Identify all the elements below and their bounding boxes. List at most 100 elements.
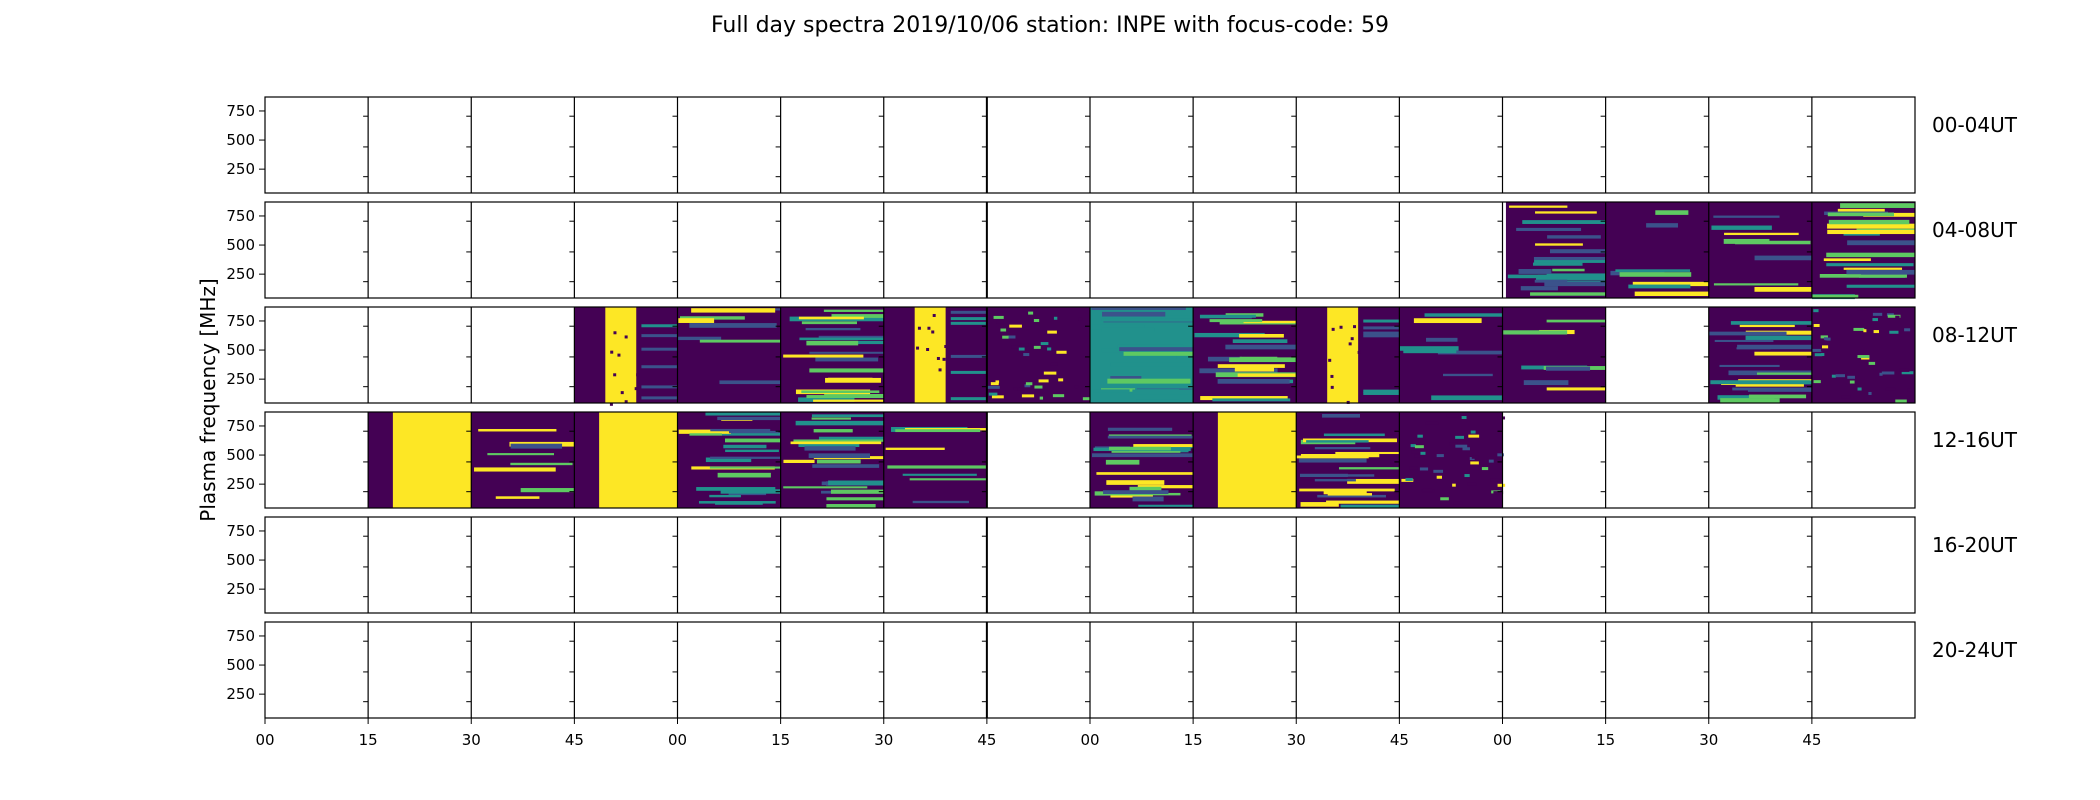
spectrum-pixel [1481, 467, 1489, 471]
spectrum-pixel [1546, 319, 1606, 323]
spectrum-pixel [1420, 451, 1426, 455]
spectrum-pixel [1052, 394, 1065, 398]
spectrum-pixel [1300, 502, 1339, 507]
spectrum-pixel [1814, 353, 1823, 357]
spectrum-pixel [1544, 281, 1606, 287]
spectrum-pixel [725, 438, 781, 443]
spectrum-pixel [1533, 262, 1583, 266]
spectrum-pixel [805, 327, 861, 331]
spectrum-pixel [368, 412, 393, 508]
row-label: 16-20UT [1932, 533, 2018, 557]
spectrum-pixel [723, 444, 767, 449]
y-tick-label: 250 [226, 370, 255, 388]
spectrum-pixel [1488, 459, 1494, 463]
spectrum-pixel [1028, 311, 1034, 315]
x-tick-label: 15 [1184, 731, 1203, 749]
spectrum-pixel [1317, 494, 1386, 498]
spectrum-pixel [1021, 394, 1035, 398]
spectrum-pixel [624, 400, 628, 404]
spectrum-pixel [1424, 313, 1503, 317]
spectrum-pixel [1748, 394, 1807, 399]
x-tick-label: 00 [668, 731, 687, 749]
spectrum-pixel [1033, 345, 1041, 349]
spectrum-pixel [783, 354, 864, 358]
spectrum-pixel [1887, 314, 1901, 318]
spectrum-pixel [811, 414, 884, 418]
spectrum-pixel [1363, 331, 1400, 335]
spectrum-pixel [1904, 328, 1911, 332]
spectrum-pixel [1549, 249, 1606, 254]
spectrum-pixel [1023, 353, 1030, 357]
spectrum-pixel [793, 439, 884, 442]
spectrum-pixel [691, 308, 776, 313]
spectrum-pixel [914, 307, 946, 403]
spectrum-pixel [487, 453, 555, 456]
spectrum-pixel [610, 350, 614, 354]
spectrum-pixel [818, 436, 884, 440]
spectrum-block [677, 307, 781, 403]
spectrum-pixel [1632, 281, 1709, 287]
spectrum-pixel [1534, 258, 1606, 263]
spectrum-pixel [1849, 380, 1855, 384]
spectrum-pixel [474, 467, 556, 472]
spectrum-pixel [895, 429, 981, 433]
spectrum-pixel [1520, 286, 1558, 291]
x-tick-label: 00 [255, 731, 274, 749]
spectrum-pixel [1217, 378, 1290, 384]
spectrum-pixel [1207, 356, 1243, 362]
spectrum-pixel [605, 307, 637, 403]
spectrum-pixel [1013, 387, 1020, 391]
spectrum-pixel [1497, 453, 1504, 457]
spectrum-pixel [1547, 235, 1601, 239]
spectrum-pixel [1628, 284, 1691, 289]
spectrum-pixel [1322, 413, 1361, 418]
spectrum-pixel [1516, 227, 1582, 232]
spectrum-pixel [1745, 335, 1812, 341]
spectrum-pixel [1024, 384, 1031, 388]
y-tick-label: 750 [226, 312, 255, 330]
spectrum-pixel [1732, 387, 1812, 391]
spectrum-pixel [1821, 353, 1825, 357]
spectrum-pixel [828, 480, 884, 486]
spectrum-pixel [1331, 327, 1335, 331]
spectrum-pixel [1827, 223, 1915, 229]
spectrum-pixel [1820, 348, 1828, 352]
spectrum-pixel [1323, 490, 1367, 495]
spectrum-pixel [1217, 364, 1285, 368]
spectrum-pixel [1357, 350, 1361, 354]
spectrum-pixel [1411, 450, 1422, 454]
spectrum-pixel [725, 449, 779, 453]
x-tick-label: 45 [1802, 731, 1821, 749]
spectrum-pixel [1846, 284, 1915, 288]
spectrum-pixel [1137, 485, 1194, 489]
spectrum-pixel [1102, 311, 1166, 317]
spectrum-pixel [1493, 491, 1504, 495]
spectrum-pixel [679, 316, 745, 320]
spectrum-pixel [1296, 455, 1369, 459]
spectrum-pixel [1000, 328, 1007, 332]
spectrum-pixel [1655, 210, 1689, 215]
spectrum-pixel [1490, 478, 1500, 482]
spectra-panel-3: 750 500 250 12-16UT [226, 411, 2018, 509]
spectrum-pixel [1330, 385, 1334, 389]
spectrum-pixel [1426, 337, 1458, 342]
spectrum-pixel [710, 456, 781, 459]
spectrum-pixel [1419, 467, 1429, 471]
y-tick-label: 500 [226, 341, 255, 359]
spectrum-pixel [1117, 344, 1184, 348]
spectrum-pixel [1717, 395, 1775, 400]
spectrum-pixel [987, 385, 1000, 389]
spectrum-pixel [1831, 374, 1836, 378]
spectrum-pixel [1106, 480, 1165, 485]
spectrum-pixel [1348, 342, 1352, 346]
spectrum-pixel [1895, 315, 1900, 319]
spectrum-pixel [1440, 497, 1449, 501]
spectrum-pixel [641, 385, 678, 389]
spectrum-pixel [636, 373, 640, 377]
spectrum-pixel [1530, 292, 1606, 296]
spectrum-pixel [717, 416, 781, 421]
spectrum-pixel [1719, 364, 1780, 367]
spectrum-pixel [1843, 267, 1903, 270]
spectrum-block [1708, 202, 1812, 298]
spectrum-pixel [1470, 430, 1476, 434]
